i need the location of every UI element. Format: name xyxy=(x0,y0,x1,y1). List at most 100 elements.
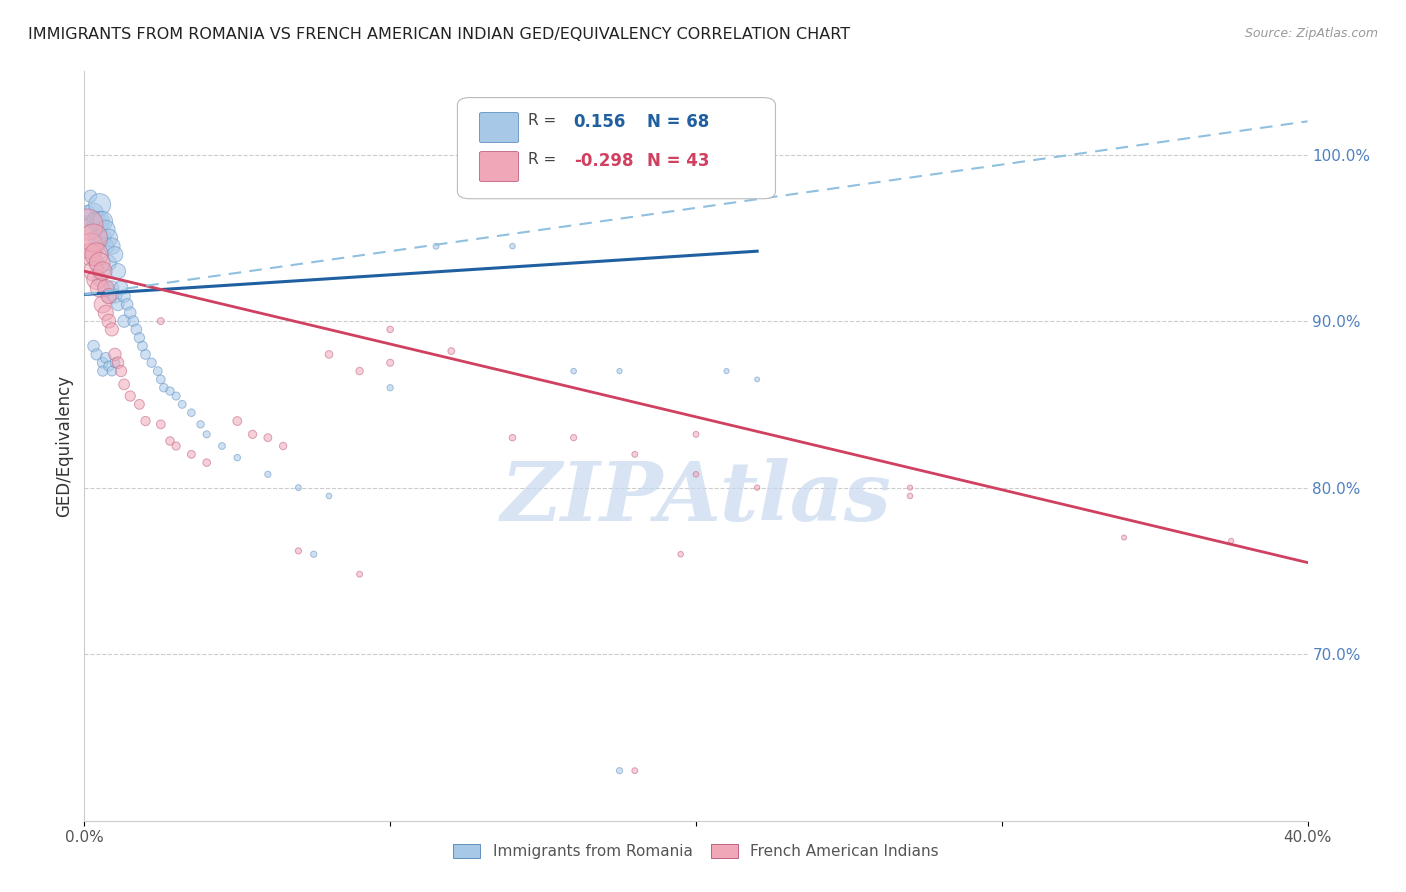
Point xyxy=(122,314,145,328)
Point xyxy=(180,406,202,420)
Point xyxy=(440,344,463,359)
Point xyxy=(97,231,120,245)
Point xyxy=(149,314,172,328)
Point xyxy=(747,372,769,386)
Point xyxy=(86,247,108,261)
Point xyxy=(226,414,249,428)
Point xyxy=(91,264,114,278)
Point xyxy=(159,434,181,448)
Point xyxy=(425,239,447,253)
Point xyxy=(91,297,114,311)
Point xyxy=(1114,531,1136,545)
Point xyxy=(257,431,280,445)
Text: Source: ZipAtlas.com: Source: ZipAtlas.com xyxy=(1244,27,1378,40)
Point xyxy=(76,206,98,220)
Point xyxy=(97,289,120,303)
Point xyxy=(91,364,114,378)
Point xyxy=(190,417,212,432)
Point xyxy=(226,450,249,465)
Point xyxy=(89,231,111,245)
Point xyxy=(146,364,169,378)
Point xyxy=(125,322,148,336)
Point xyxy=(898,481,921,495)
FancyBboxPatch shape xyxy=(479,112,519,143)
Point xyxy=(89,214,111,228)
Point xyxy=(624,764,647,778)
Point xyxy=(79,247,101,261)
Point xyxy=(91,214,114,228)
Point xyxy=(165,439,187,453)
Point xyxy=(101,239,124,253)
Point xyxy=(165,389,187,403)
Point xyxy=(349,567,371,582)
Point xyxy=(131,339,153,353)
Point xyxy=(685,467,707,482)
Point xyxy=(669,547,692,561)
Point xyxy=(898,489,921,503)
Point xyxy=(104,356,127,370)
Point xyxy=(89,272,111,286)
Point xyxy=(120,389,142,403)
Point xyxy=(159,384,181,398)
Point xyxy=(287,544,309,558)
Point xyxy=(101,281,124,295)
Point xyxy=(86,272,108,286)
Point xyxy=(624,447,647,461)
Point xyxy=(94,281,117,295)
Point xyxy=(97,289,120,303)
Point xyxy=(562,364,585,378)
FancyBboxPatch shape xyxy=(457,97,776,199)
Point xyxy=(112,289,135,303)
Point xyxy=(349,364,371,378)
Point xyxy=(318,347,340,361)
Point xyxy=(83,222,105,236)
Y-axis label: GED/Equivalency: GED/Equivalency xyxy=(55,375,73,517)
Point xyxy=(380,322,402,336)
Point xyxy=(79,189,101,203)
Point xyxy=(91,264,114,278)
Text: ZIPAtlas: ZIPAtlas xyxy=(501,458,891,539)
Point xyxy=(135,347,157,361)
Point xyxy=(104,289,127,303)
Point xyxy=(380,356,402,370)
Point xyxy=(302,547,325,561)
Point xyxy=(79,239,101,253)
Point xyxy=(97,359,120,373)
Point xyxy=(149,417,172,432)
Point xyxy=(104,247,127,261)
Point xyxy=(180,447,202,461)
Point xyxy=(86,214,108,228)
Point xyxy=(141,356,163,370)
Point xyxy=(94,351,117,365)
Point xyxy=(83,206,105,220)
Point xyxy=(287,481,309,495)
Point xyxy=(153,381,176,395)
Text: R =: R = xyxy=(529,112,557,128)
Point xyxy=(79,214,101,228)
Point xyxy=(104,347,127,361)
Point xyxy=(195,427,218,442)
Point xyxy=(86,231,108,245)
Point xyxy=(110,281,132,295)
Point xyxy=(609,764,631,778)
Text: N = 68: N = 68 xyxy=(647,112,709,130)
Point xyxy=(94,306,117,320)
Point xyxy=(91,231,114,245)
Point xyxy=(502,239,524,253)
Point xyxy=(128,397,150,411)
Point xyxy=(211,439,233,453)
Point xyxy=(83,231,105,245)
Point xyxy=(83,247,105,261)
Point xyxy=(195,456,218,470)
Text: IMMIGRANTS FROM ROMANIA VS FRENCH AMERICAN INDIAN GED/EQUIVALENCY CORRELATION CH: IMMIGRANTS FROM ROMANIA VS FRENCH AMERIC… xyxy=(28,27,851,42)
Text: R =: R = xyxy=(529,152,557,167)
Point xyxy=(83,264,105,278)
Point xyxy=(112,377,135,392)
Point xyxy=(271,439,294,453)
Point xyxy=(318,489,340,503)
Point xyxy=(128,331,150,345)
Point xyxy=(747,481,769,495)
Point xyxy=(101,322,124,336)
Point xyxy=(89,281,111,295)
Point xyxy=(91,356,114,370)
